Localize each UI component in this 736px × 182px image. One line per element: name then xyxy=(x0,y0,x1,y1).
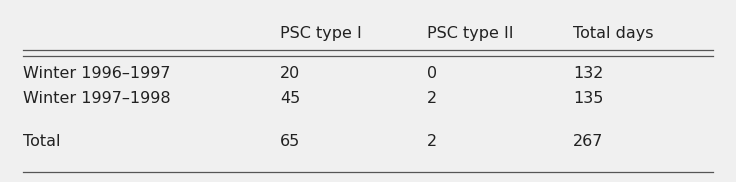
Text: Total days: Total days xyxy=(573,26,654,41)
Text: PSC type I: PSC type I xyxy=(280,26,362,41)
Text: 20: 20 xyxy=(280,66,300,81)
Text: 132: 132 xyxy=(573,66,604,81)
Text: Total: Total xyxy=(24,134,61,149)
Text: PSC type II: PSC type II xyxy=(427,26,513,41)
Text: 2: 2 xyxy=(427,134,436,149)
Text: 0: 0 xyxy=(427,66,436,81)
Text: 2: 2 xyxy=(427,91,436,106)
Text: Winter 1997–1998: Winter 1997–1998 xyxy=(24,91,171,106)
Text: 45: 45 xyxy=(280,91,300,106)
Text: Winter 1996–1997: Winter 1996–1997 xyxy=(24,66,171,81)
Text: 267: 267 xyxy=(573,134,604,149)
Text: 65: 65 xyxy=(280,134,300,149)
Text: 135: 135 xyxy=(573,91,604,106)
